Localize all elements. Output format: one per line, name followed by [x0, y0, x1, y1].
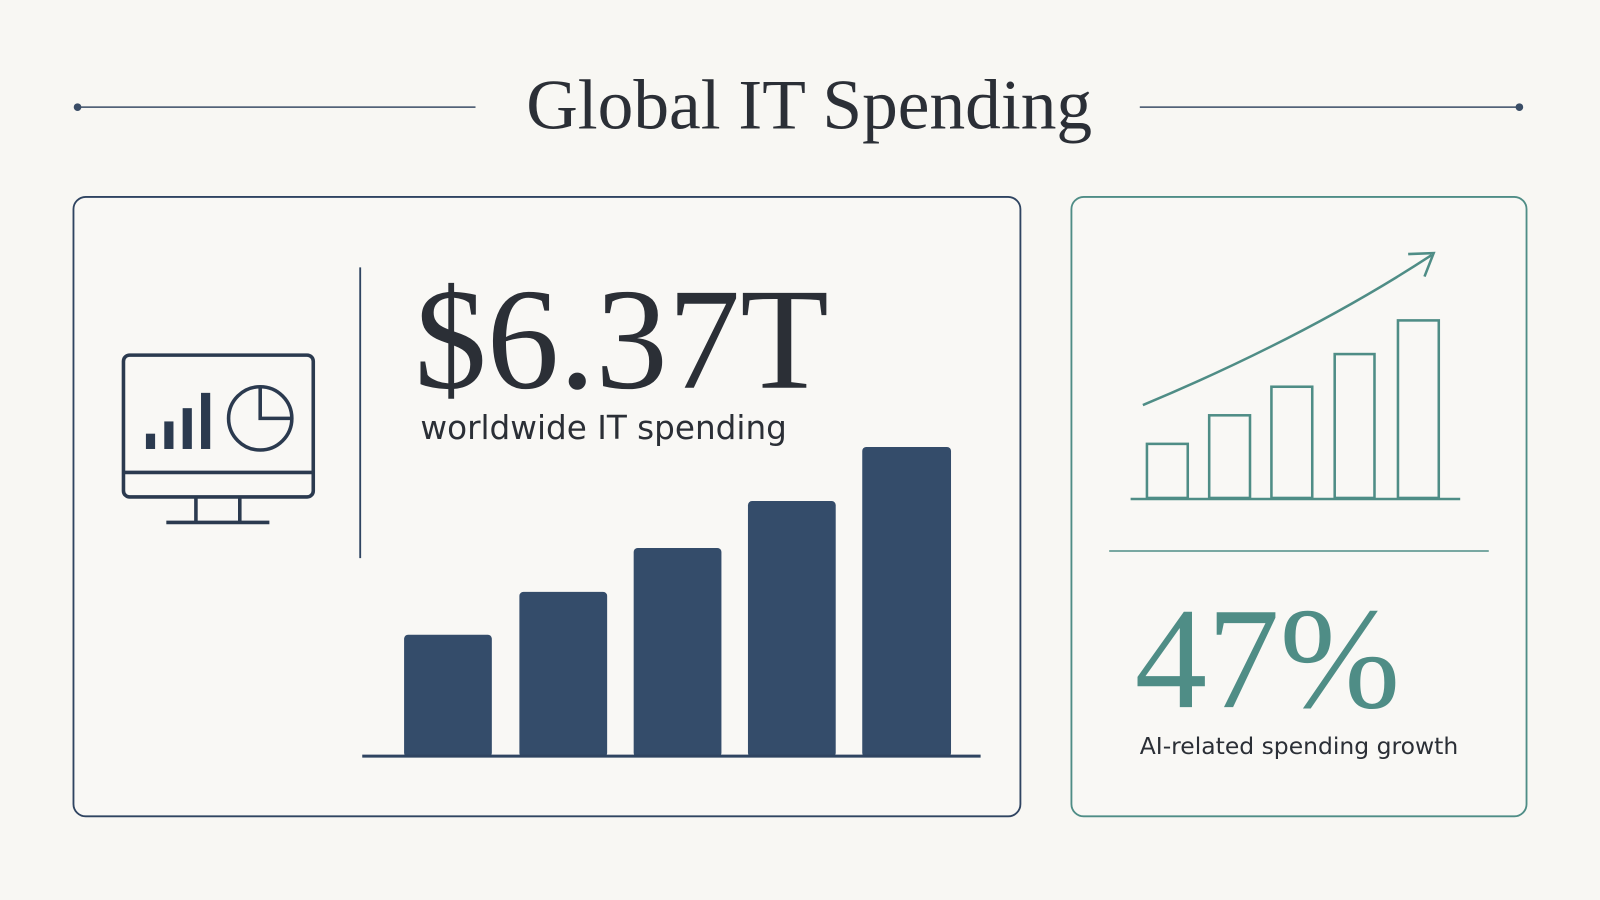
growth-label: AI-related spending growth: [1140, 732, 1458, 760]
title-rules: [73, 103, 1524, 111]
monitor-icon: [121, 353, 316, 525]
decorative-bars: [404, 446, 952, 758]
spending-value: $6.37T: [414, 260, 828, 420]
growth-value: 47%: [1135, 579, 1401, 739]
title: Global IT Spending: [526, 66, 1092, 145]
growth-card: [1070, 196, 1528, 818]
growth-icon: [1130, 251, 1461, 501]
spending-label: worldwide IT spending: [420, 409, 786, 447]
